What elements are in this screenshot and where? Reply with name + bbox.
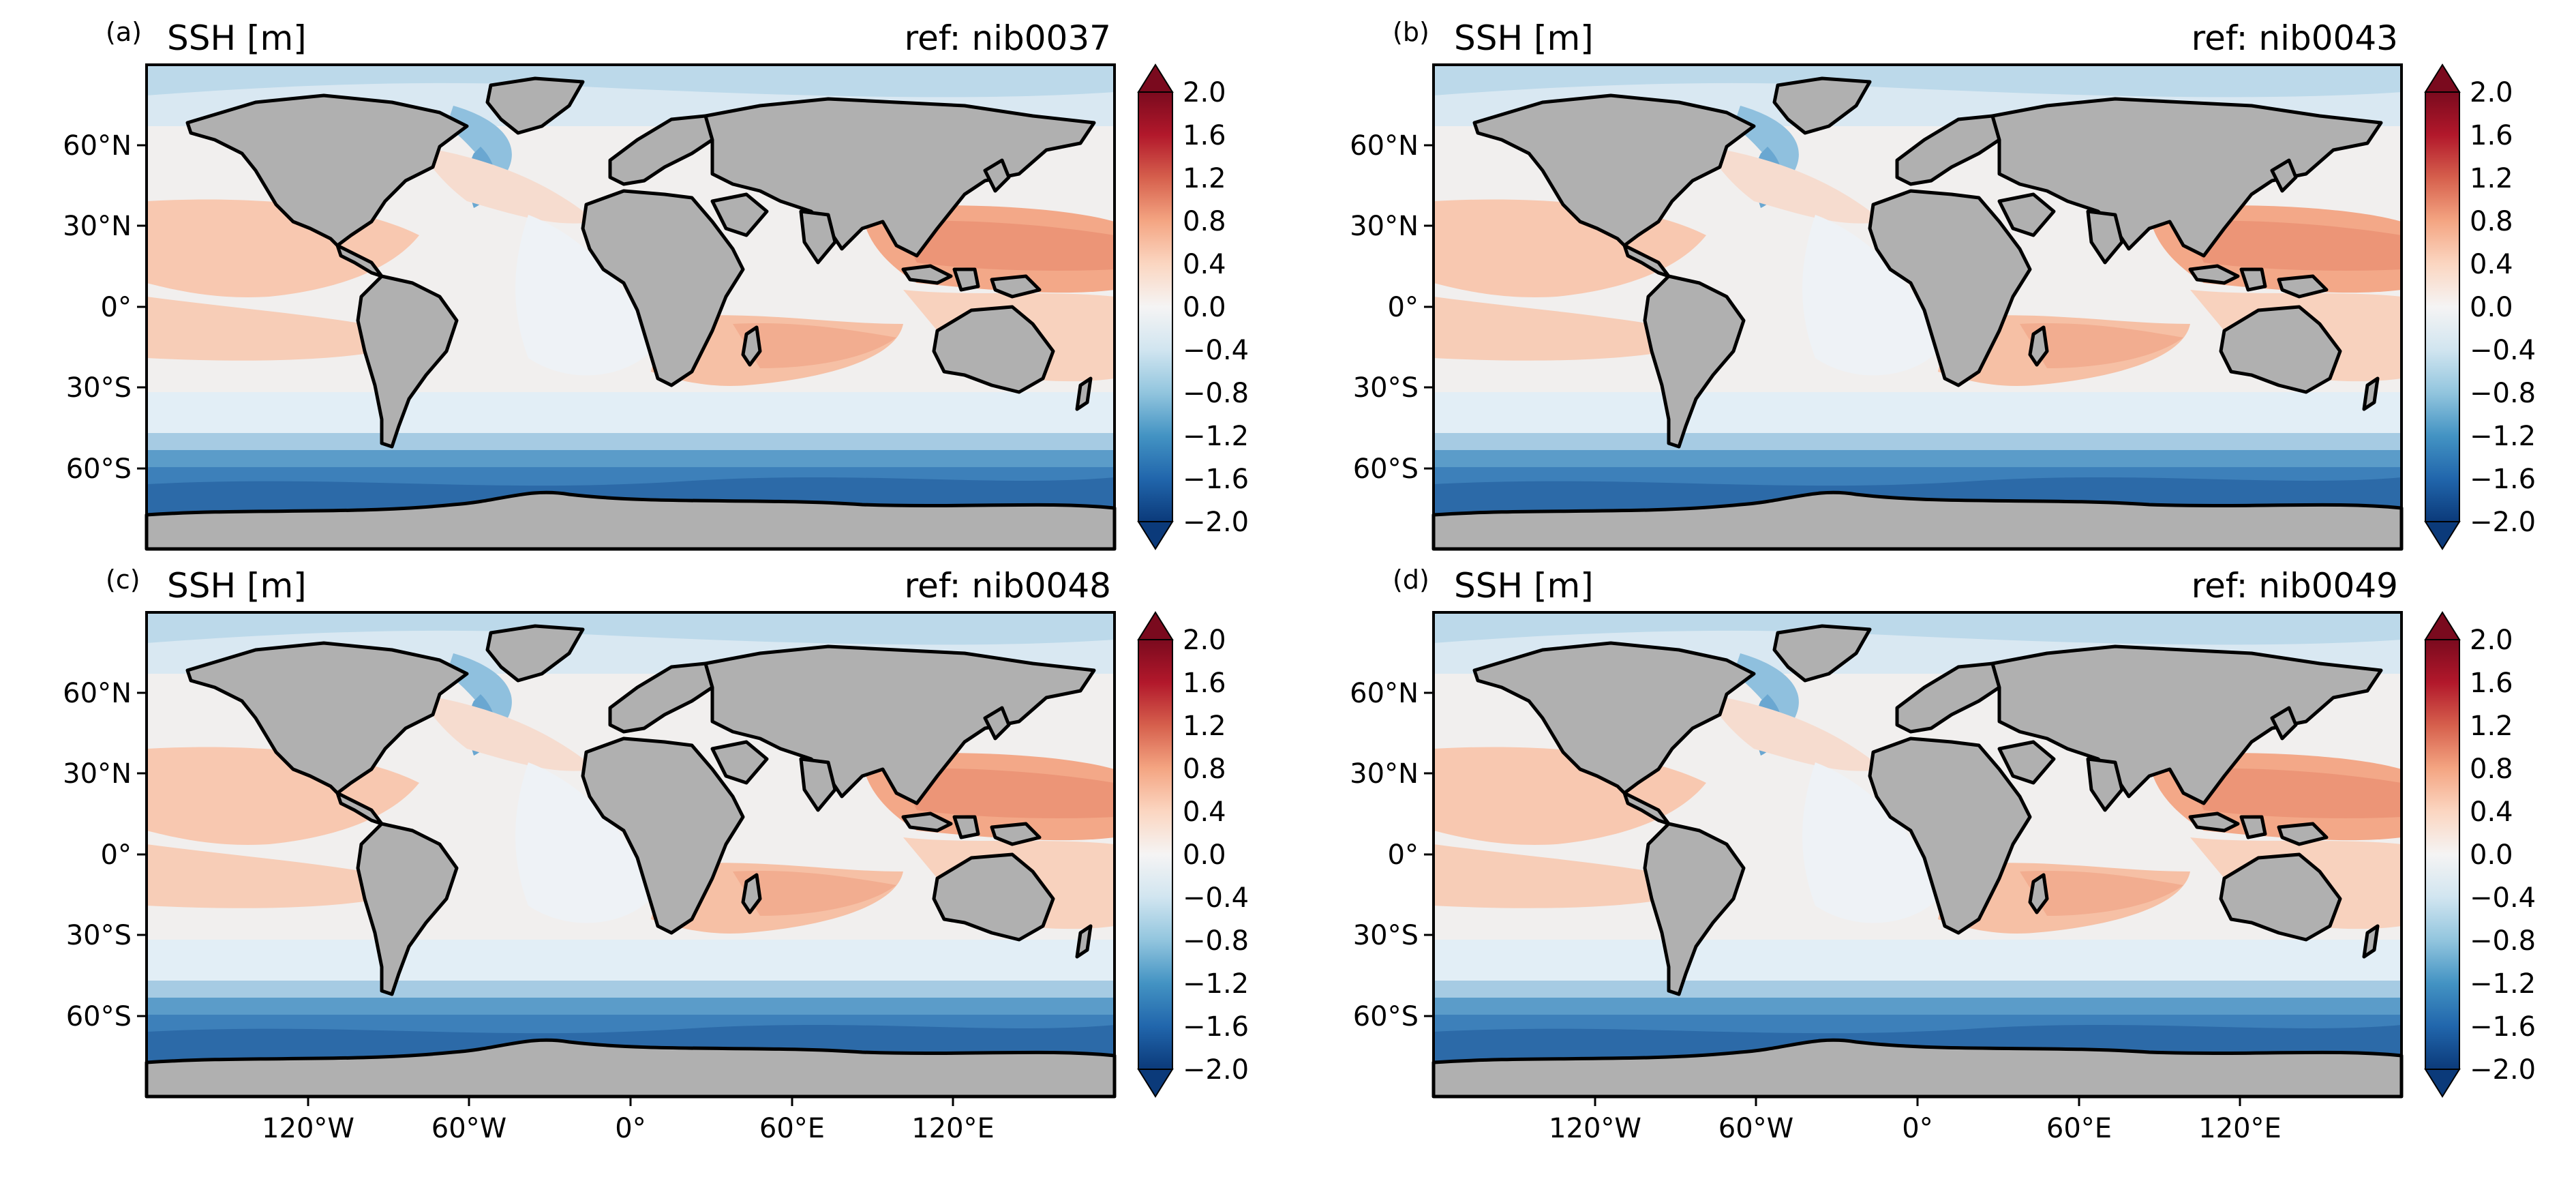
colorbar-tick: 1.6 bbox=[2470, 120, 2513, 151]
colorbar-tick: −2.0 bbox=[2470, 1054, 2536, 1086]
panel-b: (b) SSH [m] ref: nib0043 60°N 30°N 0° 30… bbox=[1350, 17, 2536, 549]
colorbar-tick: −0.4 bbox=[1183, 882, 1249, 914]
colorbar: 2.0 1.6 1.2 0.8 0.4 0.0 −0.4 −0.8 −1.2 −… bbox=[1137, 63, 1249, 550]
map-field bbox=[147, 65, 1115, 549]
panel-d: (d) SSH [m] ref: nib0049 60°N 30°N 0° 30… bbox=[1350, 565, 2536, 1144]
colorbar-tick: −1.6 bbox=[1183, 464, 1249, 495]
colorbar-tick: −0.4 bbox=[2470, 882, 2536, 914]
lat-tick-60n: 60°N bbox=[1350, 678, 1419, 709]
lon-tick-60w: 60°W bbox=[1718, 1113, 1793, 1144]
panel-title: SSH [m] bbox=[1454, 566, 1594, 606]
colorbar-tick: −2.0 bbox=[2470, 507, 2536, 538]
map-field bbox=[147, 612, 1115, 1097]
colorbar-tick: 2.0 bbox=[1183, 625, 1226, 656]
panel-title: SSH [m] bbox=[167, 566, 307, 606]
lat-tick-30n: 30°N bbox=[63, 758, 132, 790]
lat-tick-30n: 30°N bbox=[1350, 211, 1419, 242]
colorbar-tick: −1.2 bbox=[1183, 968, 1249, 1000]
colorbar: 2.0 1.6 1.2 0.8 0.4 0.0 −0.4 −0.8 −1.2 −… bbox=[1137, 611, 1249, 1098]
lon-tick-120w: 120°W bbox=[1549, 1113, 1641, 1144]
colorbar-tick: −0.8 bbox=[1183, 925, 1249, 957]
colorbar-tick: −0.4 bbox=[1183, 335, 1249, 366]
colorbar-tick: 0.0 bbox=[2470, 839, 2513, 871]
colorbar-tick: −1.2 bbox=[2470, 968, 2536, 1000]
lat-tick-0: 0° bbox=[101, 839, 132, 871]
colorbar-tick: 0.0 bbox=[1183, 292, 1226, 323]
lat-tick-60s: 60°S bbox=[66, 1001, 132, 1032]
colorbar: 2.0 1.6 1.2 0.8 0.4 0.0 −0.4 −0.8 −1.2 −… bbox=[2424, 611, 2536, 1098]
colorbar-tick: 1.2 bbox=[1183, 163, 1226, 194]
panel-ref-label: ref: nib0049 bbox=[2192, 566, 2398, 606]
colorbar-tick: 0.8 bbox=[2470, 754, 2513, 785]
colorbar-tick: 0.8 bbox=[2470, 206, 2513, 237]
colorbar: 2.0 1.6 1.2 0.8 0.4 0.0 −0.4 −0.8 −1.2 −… bbox=[2424, 63, 2536, 550]
panel-title: SSH [m] bbox=[1454, 18, 1594, 58]
panel-ref-label: ref: nib0037 bbox=[905, 18, 1111, 58]
colorbar-tick: −1.6 bbox=[1183, 1011, 1249, 1043]
lat-tick-60s: 60°S bbox=[1353, 453, 1419, 485]
lat-tick-30s: 30°S bbox=[66, 372, 132, 404]
lat-tick-0: 0° bbox=[1388, 839, 1419, 871]
colorbar-tick: 1.6 bbox=[1183, 668, 1226, 699]
colorbar-tick: 0.0 bbox=[1183, 839, 1226, 871]
panel-title: SSH [m] bbox=[167, 18, 307, 58]
colorbar-tick: −0.8 bbox=[2470, 378, 2536, 409]
colorbar-tick: 1.6 bbox=[2470, 668, 2513, 699]
lon-tick-60e: 60°E bbox=[2046, 1113, 2112, 1144]
lat-tick-30s: 30°S bbox=[1353, 372, 1419, 404]
lat-tick-30n: 30°N bbox=[1350, 758, 1419, 790]
map-field bbox=[1434, 612, 2401, 1097]
lon-tick-60e: 60°E bbox=[759, 1113, 825, 1144]
panel-ref-label: ref: nib0048 bbox=[905, 566, 1111, 606]
colorbar-tick: 1.2 bbox=[2470, 711, 2513, 742]
lat-tick-30s: 30°S bbox=[1353, 920, 1419, 951]
lat-tick-60s: 60°S bbox=[66, 453, 132, 485]
lat-tick-60s: 60°S bbox=[1353, 1001, 1419, 1032]
lon-tick-0: 0° bbox=[1902, 1113, 1933, 1144]
colorbar-tick: −1.6 bbox=[2470, 464, 2536, 495]
panel-a: (a) SSH [m] ref: nib0037 60°N 30°N 0° 30… bbox=[63, 17, 1249, 549]
colorbar-tick: 2.0 bbox=[1183, 77, 1226, 108]
colorbar-tick: 0.4 bbox=[2470, 249, 2513, 280]
lon-tick-120e: 120°E bbox=[2198, 1113, 2282, 1144]
colorbar-tick: 1.2 bbox=[2470, 163, 2513, 194]
colorbar-tick: 2.0 bbox=[2470, 625, 2513, 656]
lon-tick-120e: 120°E bbox=[911, 1113, 995, 1144]
lon-tick-120w: 120°W bbox=[262, 1113, 354, 1144]
colorbar-tick: −1.2 bbox=[1183, 421, 1249, 452]
panel-ref-label: ref: nib0043 bbox=[2192, 18, 2398, 58]
lat-tick-0: 0° bbox=[101, 292, 132, 323]
panel-letter: (d) bbox=[1393, 565, 1429, 595]
colorbar-tick: 0.4 bbox=[1183, 249, 1226, 280]
colorbar-tick: 0.0 bbox=[2470, 292, 2513, 323]
lat-tick-60n: 60°N bbox=[63, 130, 132, 162]
colorbar-tick: 2.0 bbox=[2470, 77, 2513, 108]
colorbar-tick: −1.6 bbox=[2470, 1011, 2536, 1043]
colorbar-tick: 0.4 bbox=[1183, 796, 1226, 828]
map-field bbox=[1434, 65, 2401, 549]
colorbar-tick: 1.6 bbox=[1183, 120, 1226, 151]
colorbar-tick: 1.2 bbox=[1183, 711, 1226, 742]
colorbar-tick: 0.4 bbox=[2470, 796, 2513, 828]
lat-tick-60n: 60°N bbox=[1350, 130, 1419, 162]
colorbar-tick: −0.8 bbox=[1183, 378, 1249, 409]
colorbar-tick: −0.4 bbox=[2470, 335, 2536, 366]
colorbar-tick: −1.2 bbox=[2470, 421, 2536, 452]
lon-tick-60w: 60°W bbox=[431, 1113, 506, 1144]
panel-c: (c) SSH [m] ref: nib0048 60°N 30°N 0° 30… bbox=[63, 565, 1249, 1144]
colorbar-tick: −0.8 bbox=[2470, 925, 2536, 957]
colorbar-tick: 0.8 bbox=[1183, 206, 1226, 237]
colorbar-tick: 0.8 bbox=[1183, 754, 1226, 785]
panel-letter: (b) bbox=[1393, 17, 1429, 47]
colorbar-tick: −2.0 bbox=[1183, 507, 1249, 538]
panel-letter: (a) bbox=[106, 17, 142, 47]
lat-tick-30n: 30°N bbox=[63, 211, 132, 242]
lat-tick-60n: 60°N bbox=[63, 678, 132, 709]
lat-tick-30s: 30°S bbox=[66, 920, 132, 951]
colorbar-tick: −2.0 bbox=[1183, 1054, 1249, 1086]
lon-tick-0: 0° bbox=[615, 1113, 646, 1144]
lat-tick-0: 0° bbox=[1388, 292, 1419, 323]
panel-letter: (c) bbox=[106, 565, 140, 595]
